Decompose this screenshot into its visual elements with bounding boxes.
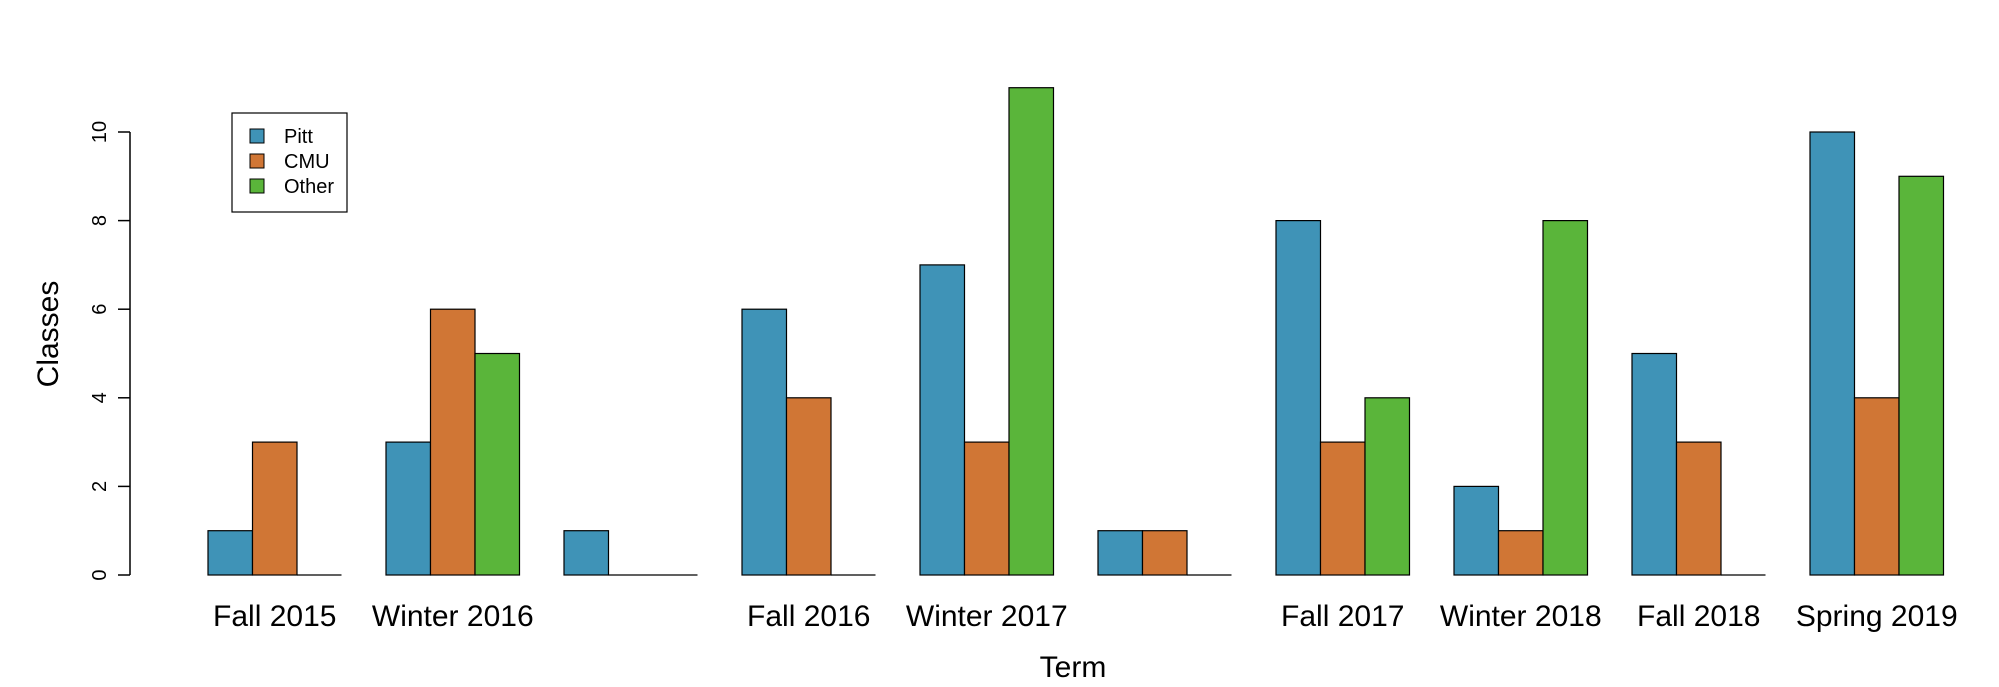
y-axis-title: Classes	[32, 281, 65, 388]
bar-cmu	[963, 441, 1010, 576]
bar-cmu	[785, 397, 832, 576]
bar-cmu	[429, 308, 476, 576]
category-label: Winter 2018	[1440, 600, 1602, 633]
bar-cmu	[1497, 530, 1544, 576]
x-axis-title: Term	[1040, 651, 1107, 684]
bar-pitt	[741, 308, 788, 576]
bar-cmu	[1319, 441, 1366, 576]
legend-label-cmu: CMU	[284, 151, 330, 173]
y-tick-label: 0	[89, 569, 111, 580]
category-label: Fall 2015	[213, 600, 336, 633]
category-label: Fall 2018	[1637, 600, 1760, 633]
bar-other	[1542, 220, 1589, 576]
y-tick-label: 8	[89, 215, 111, 226]
category-labels: Fall 2015 Winter 2016 Fall 2016 Winter 2017…	[213, 600, 1958, 633]
bar-other	[1364, 397, 1411, 576]
legend: Pitt CMU Other	[231, 112, 348, 213]
category-label: Fall 2017	[1281, 600, 1404, 633]
category-label: Fall 2016	[747, 600, 870, 633]
bar-pitt	[1809, 131, 1856, 576]
legend-swatch-other	[249, 178, 265, 194]
legend-label-other: Other	[284, 176, 334, 198]
bar-cmu	[1853, 397, 1900, 576]
bar-pitt	[1631, 352, 1678, 576]
category-label: Winter 2016	[372, 600, 534, 633]
category-label: Spring 2019	[1796, 600, 1958, 633]
bar-other	[1008, 87, 1055, 576]
bar-pitt	[563, 530, 610, 576]
y-tick-label: 4	[89, 392, 111, 403]
bar-other	[1898, 175, 1945, 576]
legend-swatch-cmu	[249, 153, 265, 169]
bar-cmu	[1141, 530, 1188, 576]
bar-pitt	[1453, 485, 1500, 576]
y-tick-label: 2	[89, 481, 111, 492]
y-axis-ticks: 0 2 4 6 8 10	[89, 121, 130, 581]
bar-cmu	[1675, 441, 1722, 576]
bar-pitt	[207, 530, 254, 576]
bar-pitt	[1097, 530, 1144, 576]
legend-swatch-pitt	[249, 128, 265, 144]
bar-other	[474, 352, 521, 576]
y-tick-label: 10	[89, 121, 111, 143]
bar-pitt	[385, 441, 432, 576]
legend-label-pitt: Pitt	[284, 126, 313, 148]
category-label: Winter 2017	[906, 600, 1068, 633]
y-tick-label: 6	[89, 304, 111, 315]
bar-cmu	[251, 441, 298, 576]
bar-pitt	[919, 264, 966, 576]
bar-pitt	[1275, 220, 1322, 576]
bar-groups	[207, 87, 1945, 576]
